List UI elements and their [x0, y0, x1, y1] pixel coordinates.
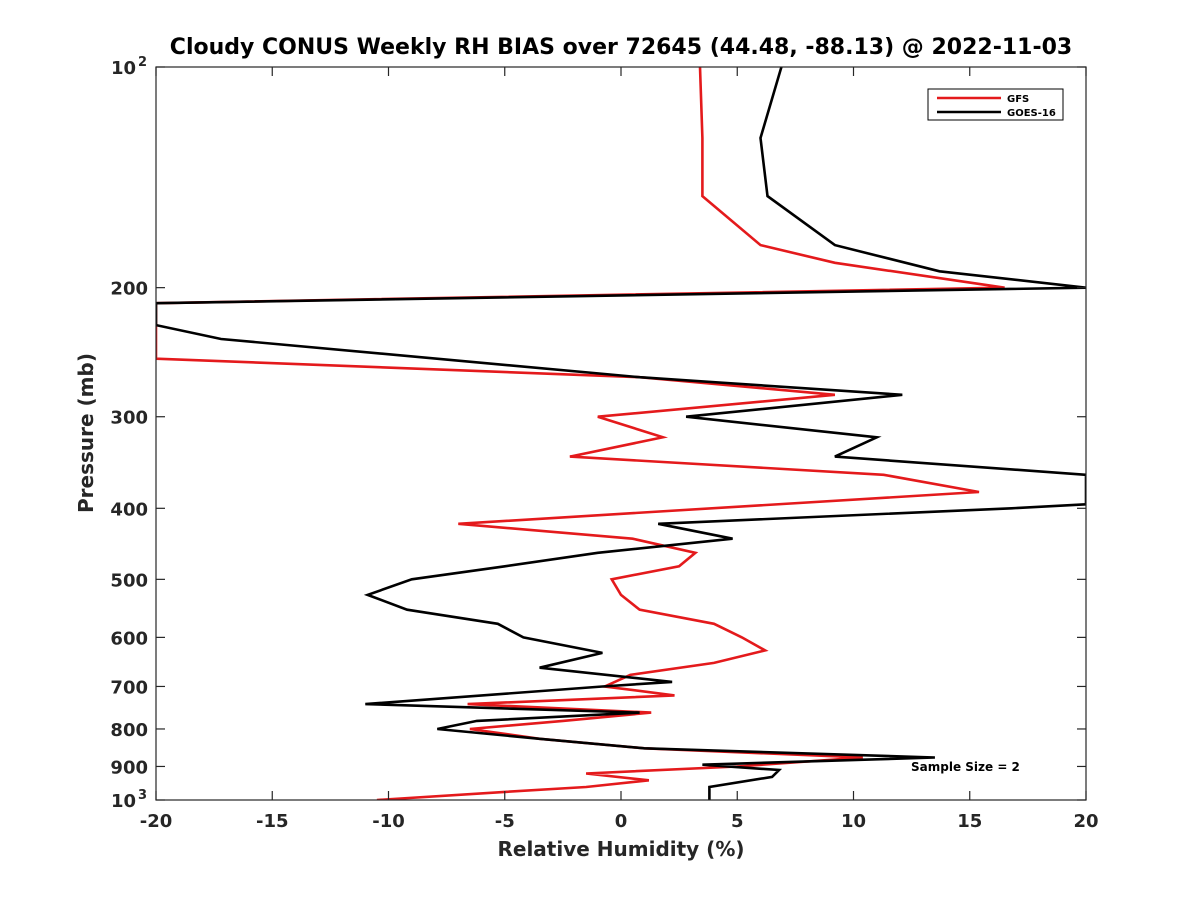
y-tick-label: 10	[111, 791, 136, 812]
y-tick-label: 900	[110, 757, 148, 778]
y-tick-label: 400	[110, 499, 148, 520]
legend-label: GFS	[1007, 94, 1029, 105]
x-tick-label: -15	[256, 811, 289, 832]
x-tick-label: 0	[615, 811, 628, 832]
y-tick-exponent: 3	[138, 788, 147, 803]
x-tick-label: -20	[140, 811, 173, 832]
x-axis-label: Relative Humidity (%)	[497, 837, 744, 861]
x-tick-label: -5	[495, 811, 515, 832]
x-tick-label: 15	[957, 811, 982, 832]
x-tick-label: 10	[841, 811, 866, 832]
legend: GFS GOES-16	[927, 88, 1064, 121]
y-tick-label: 800	[110, 720, 148, 741]
x-tick-label: 5	[731, 811, 744, 832]
series-line-gfs	[156, 67, 1005, 800]
x-tick-label: -10	[372, 811, 405, 832]
y-tick-exponent: 2	[138, 55, 147, 70]
y-tick-label: 700	[110, 677, 148, 698]
x-axis-ticks: -20 -15 -10 -5 0 5 10 15 20	[140, 67, 1099, 832]
y-axis-label: Pressure (mb)	[74, 353, 98, 513]
x-tick-label: 20	[1073, 811, 1098, 832]
chart-title: Cloudy CONUS Weekly RH BIAS over 72645 (…	[170, 35, 1072, 60]
y-tick-label: 500	[110, 570, 148, 591]
y-tick-label: 10	[111, 58, 136, 79]
legend-box	[927, 88, 1064, 121]
legend-label: GOES-16	[1007, 108, 1056, 119]
sample-size-annotation: Sample Size = 2	[911, 760, 1020, 774]
plot-frame	[155, 66, 1087, 801]
series-layer	[156, 67, 1086, 800]
y-tick-label: 600	[110, 628, 148, 649]
y-tick-label: 300	[110, 408, 148, 429]
series-line-goes-16	[156, 67, 1086, 800]
y-tick-label: 200	[110, 279, 148, 300]
